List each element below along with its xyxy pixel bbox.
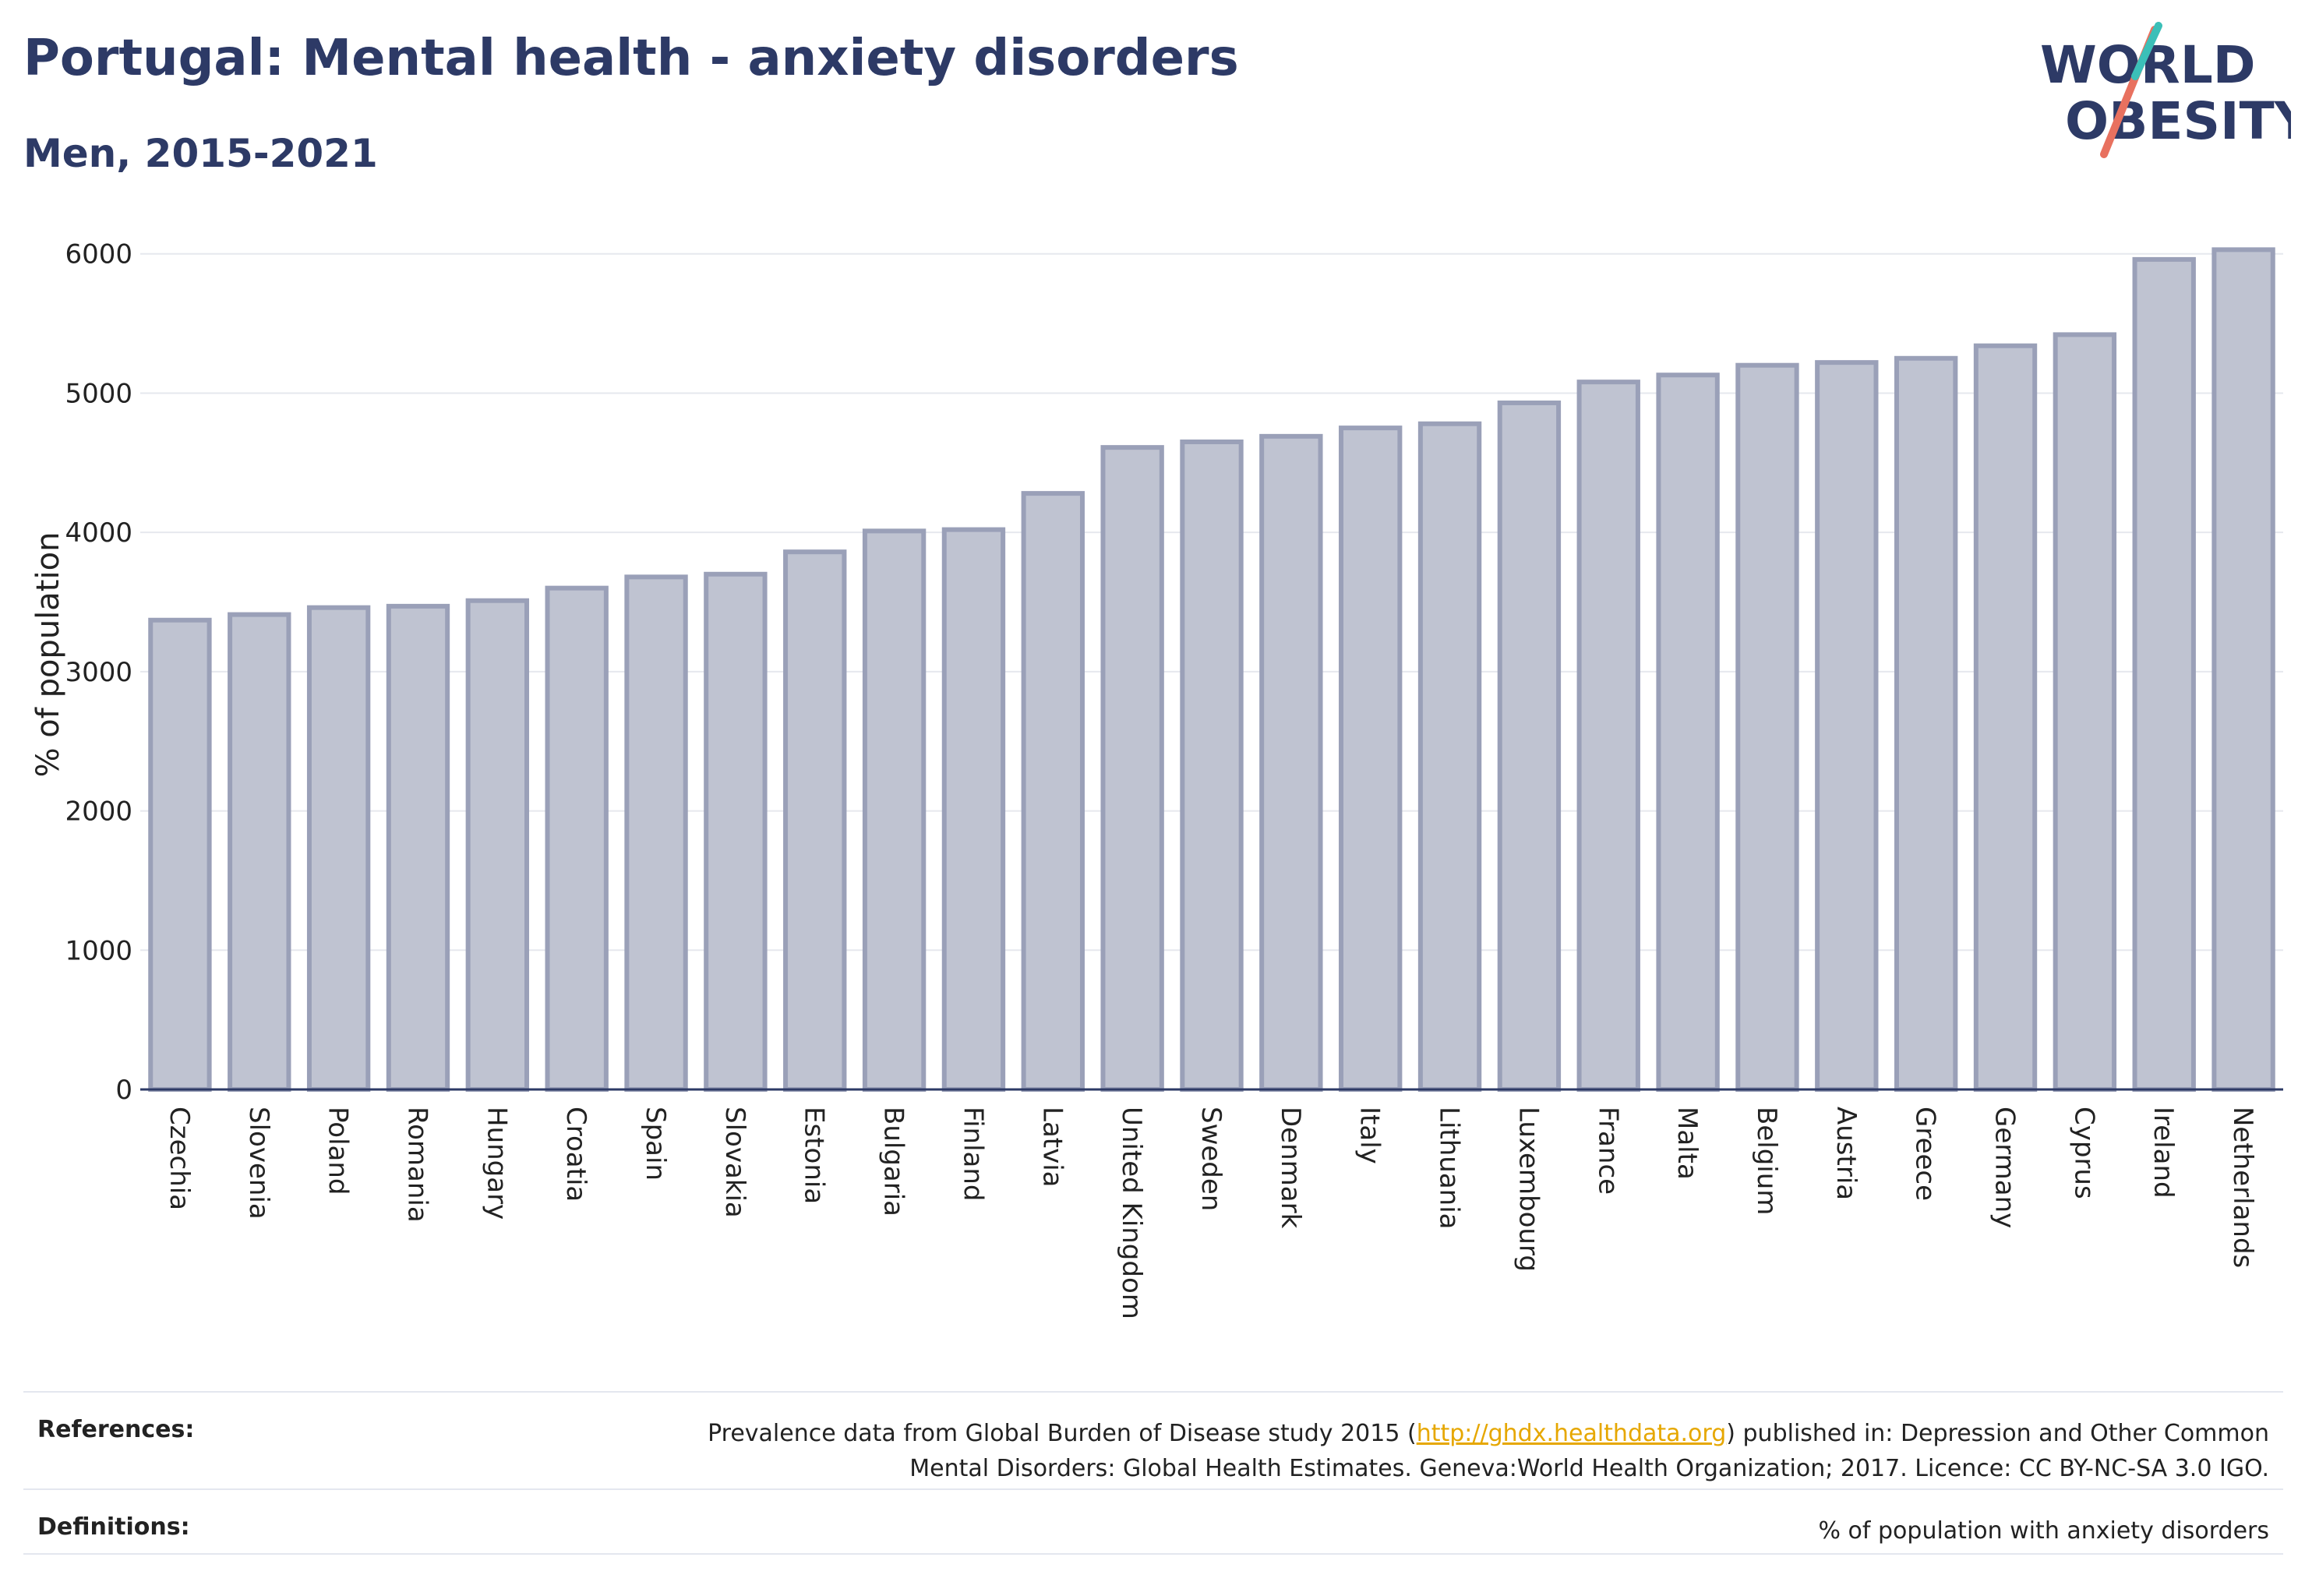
x-tick-label: Netherlands	[2227, 1107, 2258, 1268]
world-obesity-logo: WORLD OBESITY	[2040, 22, 2291, 158]
bar-bulgaria[interactable]	[862, 528, 927, 1092]
bar-cyprus[interactable]	[2053, 332, 2117, 1092]
bar-greece[interactable]	[1894, 355, 1958, 1093]
references-link[interactable]: http://ghdx.healthdata.org	[1416, 1420, 1727, 1447]
bar-luxembourg[interactable]	[1497, 400, 1562, 1092]
bar-slovenia[interactable]	[228, 612, 291, 1092]
y-tick-label: 2000	[65, 796, 132, 828]
bar-france[interactable]	[1576, 380, 1640, 1092]
y-tick-label: 6000	[65, 239, 132, 270]
x-tick-label: Germany	[1989, 1107, 2021, 1228]
x-tick-label: Sweden	[1195, 1107, 1227, 1211]
logo-text-obesity: OBESITY	[2065, 91, 2291, 151]
y-tick-label: 4000	[65, 517, 132, 549]
x-tick-labels: Czechia Slovenia Poland Romania Hungary Croat…	[164, 1107, 2258, 1319]
x-tick-label: Austria	[1830, 1107, 1862, 1200]
y-tick-label: 3000	[65, 657, 132, 688]
references-text: Prevalence data from Global Burden of Di…	[708, 1416, 2283, 1488]
x-tick-label: Croatia	[560, 1107, 591, 1202]
x-tick-label: Cyprus	[2068, 1107, 2099, 1199]
x-tick-label: Spain	[640, 1107, 671, 1181]
bar-latvia[interactable]	[1021, 491, 1085, 1092]
references-row: References: Prevalence data from Global …	[23, 1391, 2283, 1488]
bar-ireland[interactable]	[2132, 256, 2196, 1092]
bar-austria[interactable]	[1815, 360, 1879, 1092]
x-tick-label: Latvia	[1036, 1107, 1068, 1188]
x-tick-label: Poland	[323, 1107, 354, 1195]
bar-spain[interactable]	[624, 574, 688, 1092]
bar-croatia[interactable]	[545, 585, 609, 1092]
bar-hungary[interactable]	[465, 598, 530, 1092]
definitions-row: Definitions: % of population with anxiet…	[23, 1488, 2283, 1555]
bar-denmark[interactable]	[1259, 433, 1323, 1092]
chart-title: Portugal: Mental health - anxiety disord…	[23, 30, 1239, 87]
bar-estonia[interactable]	[783, 549, 847, 1092]
bars	[148, 247, 2275, 1093]
bar-czechia[interactable]	[148, 617, 212, 1092]
x-tick-label: Ireland	[2148, 1107, 2179, 1199]
x-tick-label: Lithuania	[1434, 1107, 1465, 1229]
y-axis-label: % of population	[30, 532, 66, 778]
bar-germany[interactable]	[1973, 343, 2038, 1092]
x-tick-label: Malta	[1671, 1107, 1703, 1180]
bar-lithuania[interactable]	[1417, 421, 1482, 1092]
bar-italy[interactable]	[1339, 425, 1403, 1092]
bar-slovakia[interactable]	[704, 571, 768, 1092]
x-tick-label: Czechia	[164, 1107, 195, 1210]
x-tick-label: Slovenia	[243, 1107, 274, 1220]
references-label: References:	[37, 1416, 195, 1443]
bar-malta[interactable]	[1656, 373, 1720, 1092]
footer: References: Prevalence data from Global …	[23, 1391, 2283, 1555]
bar-united-kingdom[interactable]	[1100, 445, 1164, 1092]
x-tick-label: Hungary	[481, 1107, 512, 1220]
definitions-text: % of population with anxiety disorders	[1818, 1517, 2269, 1545]
y-tick-labels: 0 1000 2000 3000 4000 5000 6000	[65, 239, 132, 1106]
x-tick-label: France	[1592, 1107, 1623, 1195]
x-tick-label: Denmark	[1275, 1107, 1306, 1229]
x-tick-label: United Kingdom	[1116, 1107, 1147, 1319]
x-tick-label: Estonia	[799, 1107, 830, 1204]
x-tick-label: Slovakia	[719, 1107, 750, 1218]
references-post: ) published in: Depression and Other Com…	[1726, 1420, 2269, 1447]
x-tick-label: Luxembourg	[1513, 1107, 1544, 1272]
x-tick-label: Italy	[1354, 1107, 1385, 1164]
logo-slash-teal	[2131, 22, 2162, 80]
x-tick-label: Greece	[1910, 1107, 1941, 1201]
y-tick-label: 0	[115, 1075, 132, 1106]
references-pre: Prevalence data from Global Burden of Di…	[708, 1420, 1417, 1447]
bar-chart: 0 1000 2000 3000 4000 5000 6000 Czechia Sloveni…	[30, 239, 2283, 1319]
bar-romania[interactable]	[386, 603, 450, 1092]
bar-netherlands[interactable]	[2211, 247, 2275, 1093]
bar-poland[interactable]	[306, 605, 371, 1092]
y-tick-label: 5000	[65, 378, 132, 409]
x-tick-label: Finland	[957, 1107, 988, 1202]
x-tick-label: Belgium	[1751, 1107, 1782, 1215]
bar-finland[interactable]	[941, 527, 1006, 1092]
x-tick-label: Bulgaria	[878, 1107, 909, 1216]
chart-subtitle: Men, 2015-2021	[23, 131, 378, 176]
x-tick-label: Romania	[401, 1107, 432, 1223]
definitions-label: Definitions:	[37, 1513, 190, 1541]
bar-belgium[interactable]	[1735, 362, 1799, 1093]
y-tick-label: 1000	[65, 935, 132, 966]
references-line2: Mental Disorders: Global Health Estimate…	[909, 1455, 2269, 1482]
bar-sweden[interactable]	[1180, 440, 1244, 1092]
